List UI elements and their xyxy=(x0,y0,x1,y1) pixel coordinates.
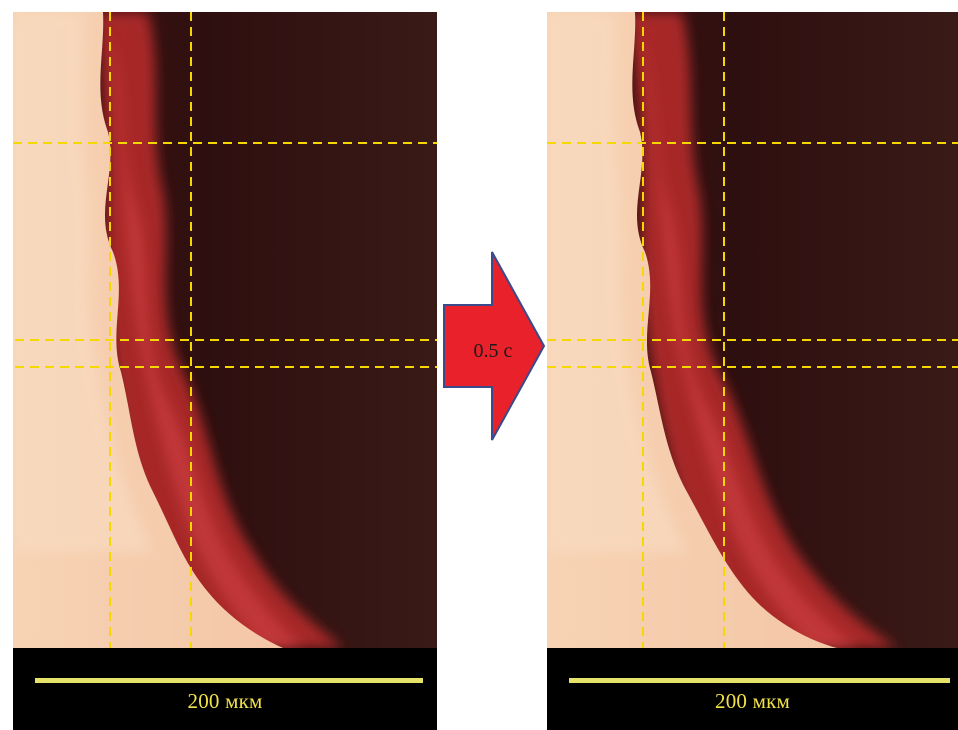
scale-line-left xyxy=(35,678,423,683)
time-step-arrow: 0.5 с xyxy=(440,250,548,442)
micrograph-right-image xyxy=(547,12,958,730)
micrograph-left: 200 мкм xyxy=(13,12,437,730)
scale-bar-right: 200 мкм xyxy=(547,648,958,730)
micrograph-right: 200 мкм xyxy=(547,12,958,730)
micrograph-left-image xyxy=(13,12,437,730)
time-step-label: 0.5 с xyxy=(473,340,513,362)
scale-label-left: 200 мкм xyxy=(187,689,263,713)
scale-bar-left: 200 мкм xyxy=(13,648,437,730)
scale-label-right: 200 мкм xyxy=(715,689,790,713)
scale-line-right xyxy=(569,678,950,683)
arrow-icon xyxy=(443,251,546,441)
